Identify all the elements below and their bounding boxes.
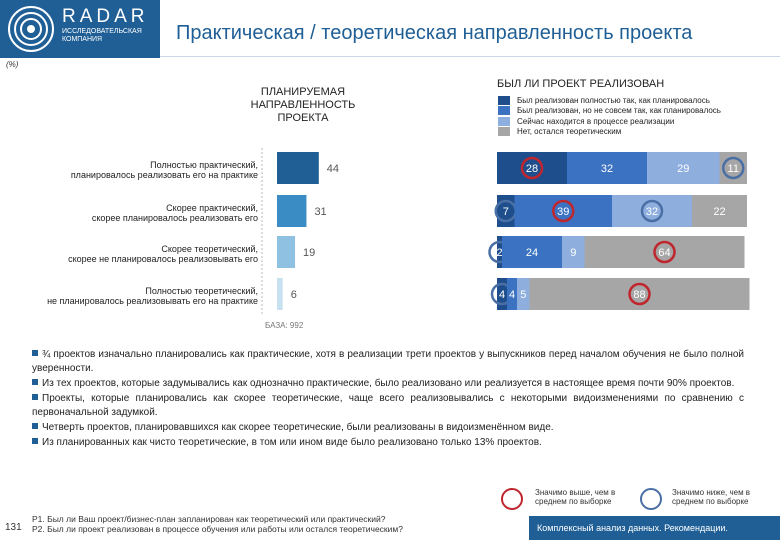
significance-higher-label: Значимо выше, чем в среднем по выборке xyxy=(535,488,616,506)
left-chart-title: ПЛАНИРУЕМАЯ НАПРАВЛЕННОСТЬ ПРОЕКТА xyxy=(250,86,356,124)
realization-segment xyxy=(497,278,507,310)
question-1: P1. Был ли Ваш проект/бизнес-план заплан… xyxy=(32,514,386,524)
planned-bar-value: 44 xyxy=(327,163,339,175)
bullet-icon xyxy=(32,350,38,356)
realization-segment-value: 39 xyxy=(557,206,569,218)
realization-segment-value: 2 xyxy=(496,247,502,259)
category-label: Скорее практический, скорее планировалось… xyxy=(10,203,258,223)
realization-segment xyxy=(507,278,517,310)
legend-item: Был реализован полностью так, как планир… xyxy=(498,95,721,105)
chart-legend: Был реализован полностью так, как планир… xyxy=(498,95,721,137)
realization-segment-value: 32 xyxy=(601,163,613,175)
unit-note: (%) xyxy=(6,60,19,69)
realization-segment xyxy=(502,236,562,268)
significance-higher-marker xyxy=(628,282,651,306)
realization-segment-value: 5 xyxy=(520,289,526,301)
realization-segment-value: 24 xyxy=(526,247,538,259)
legend-swatch xyxy=(498,127,510,136)
realization-segment-value: 28 xyxy=(526,163,538,175)
legend-label: Был реализован полностью так, как планир… xyxy=(517,95,710,105)
realization-segment xyxy=(692,195,747,227)
significance-higher-marker xyxy=(653,240,676,264)
note-item: Из тех проектов, которые задумывались ка… xyxy=(32,377,744,391)
legend-swatch xyxy=(498,95,510,105)
question-text: P1. Был ли Ваш проект/бизнес-план заплан… xyxy=(32,514,403,534)
significance-lower-marker xyxy=(640,199,664,223)
realization-segment xyxy=(647,152,720,184)
planned-bar xyxy=(277,278,283,310)
logo-text: RADAR xyxy=(62,6,149,27)
realization-segment-value: 32 xyxy=(646,206,658,218)
legend-item: Был реализован, но не совсем так, как пл… xyxy=(498,106,721,116)
planned-bar xyxy=(277,152,319,184)
note-item: Проекты, которые планировались как скоре… xyxy=(32,393,744,418)
legend-label: Нет, остался теоретическим xyxy=(517,127,622,136)
logo-block: RADAR ИССЛЕДОВАТЕЛЬСКАЯ КОМПАНИЯ xyxy=(0,0,160,58)
category-label: Полностью теоретический, не планировалось… xyxy=(10,286,258,306)
planned-bar xyxy=(277,195,307,227)
realization-segment-value: 29 xyxy=(677,163,689,175)
planned-bar-value: 19 xyxy=(303,247,315,259)
realization-segment xyxy=(497,236,502,268)
section-banner: Комплексный анализ данных. Рекомендации. xyxy=(529,516,780,540)
category-label-line: скорее планировалось реализовать его xyxy=(91,213,258,223)
base-note: БАЗА: 992 xyxy=(265,321,304,330)
significance-lower-icon xyxy=(640,488,662,510)
category-label-line: не планировалось реализовывать его на пр… xyxy=(47,296,258,306)
significance-higher-marker xyxy=(520,156,544,180)
legend-label: Был реализован, но не совсем так, как пл… xyxy=(517,106,721,115)
realization-segment-value: 11 xyxy=(728,163,739,175)
page-title: Практическая / теоретическая направленно… xyxy=(176,22,693,44)
header-divider xyxy=(160,56,780,57)
significance-lower-label: Значимо ниже, чем в среднем по выборке xyxy=(672,488,751,506)
note-item: Четверть проектов, планировавшихся как с… xyxy=(32,421,744,435)
question-2: P2. Был ли проект реализован в процессе … xyxy=(32,524,403,534)
bullet-icon xyxy=(32,394,38,400)
planned-bar-value: 31 xyxy=(314,206,326,218)
category-label-line: скорее не планировалось реализовывать ег… xyxy=(68,254,258,264)
realization-segment-value: 22 xyxy=(713,206,725,218)
realization-segment-value: 88 xyxy=(633,289,645,301)
realization-segment-value: 7 xyxy=(503,206,509,218)
planned-bar xyxy=(277,236,296,268)
realization-segment-value: 9 xyxy=(570,247,576,259)
realization-segment-value: 4 xyxy=(509,289,515,301)
section-title: Комплексный анализ данных. Рекомендации. xyxy=(537,523,728,533)
realization-segment xyxy=(517,278,530,310)
commentary: ¾ проектов изначально планировались как … xyxy=(32,348,744,451)
bullet-icon xyxy=(32,438,38,444)
legend-swatch xyxy=(498,116,510,126)
category-label-line: Скорее теоретический, xyxy=(161,244,258,254)
realization-segment xyxy=(567,152,647,184)
category-label: Полностью практический, планировалось реа… xyxy=(10,160,258,180)
legend-label: Сейчас находится в процессе реализации xyxy=(517,116,675,126)
realization-segment-value: 4 xyxy=(499,289,505,301)
category-label-line: планировалось реализовать его на практик… xyxy=(70,170,258,180)
note-item: ¾ проектов изначально планировались как … xyxy=(32,349,744,374)
significance-lower-marker xyxy=(722,156,745,180)
radar-logo-icon xyxy=(8,6,54,52)
significance-higher-icon xyxy=(501,488,523,510)
right-chart-title: БЫЛ ЛИ ПРОЕКТ РЕАЛИЗОВАН xyxy=(497,78,665,90)
significance-higher-marker xyxy=(552,199,575,223)
page-number: 131 xyxy=(5,522,22,533)
category-label: Скорее теоретический, скорее не планирова… xyxy=(10,244,258,264)
legend-item: Сейчас находится в процессе реализации xyxy=(498,116,721,126)
category-label-line: Полностью практический, xyxy=(150,160,258,170)
bullet-icon xyxy=(32,423,38,429)
logo-subtitle: ИССЛЕДОВАТЕЛЬСКАЯ КОМПАНИЯ xyxy=(62,28,142,43)
bullet-icon xyxy=(32,379,38,385)
note-item: Из планированных как чисто теоретические… xyxy=(32,436,744,450)
realization-segment-value: 64 xyxy=(658,247,670,259)
legend-swatch xyxy=(498,106,510,115)
category-label-line: Полностью теоретический, xyxy=(145,286,258,296)
planned-bar-value: 6 xyxy=(291,289,297,301)
realization-segment xyxy=(562,236,585,268)
legend-item: Нет, остался теоретическим xyxy=(498,127,721,137)
category-label-line: Скорее практический, xyxy=(166,203,258,213)
